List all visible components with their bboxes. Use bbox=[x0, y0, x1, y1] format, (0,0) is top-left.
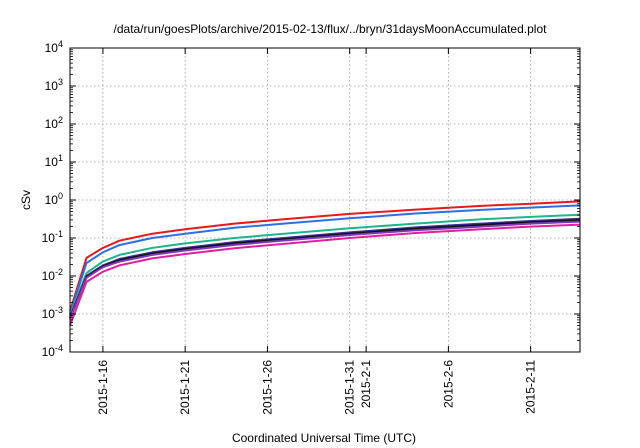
x-tick-label: 2015-1-16 bbox=[96, 360, 110, 415]
series-line-4 bbox=[69, 217, 581, 319]
x-tick-label: 2015-2-1 bbox=[359, 360, 373, 408]
y-axis-title: cSv bbox=[19, 190, 33, 210]
series-line-7 bbox=[69, 223, 581, 326]
y-tick-label: 101 bbox=[45, 153, 63, 169]
x-tick-label: 2015-1-31 bbox=[343, 360, 357, 415]
series-line-3 bbox=[69, 213, 581, 317]
series-group bbox=[69, 200, 581, 326]
y-tick-label: 104 bbox=[45, 39, 63, 55]
y-tick-label: 102 bbox=[45, 115, 63, 131]
x-tick-label: 2015-1-26 bbox=[260, 360, 274, 415]
x-tick-label: 2015-2-11 bbox=[524, 360, 538, 414]
x-axis-title: Coordinated Universal Time (UTC) bbox=[232, 431, 416, 445]
x-axis: 2015-1-16 2015-1-21 2015-1-26 2015-1-31 2015… bbox=[96, 48, 538, 415]
y-tick-label: 10-3 bbox=[42, 305, 63, 321]
y-tick-label: 10-4 bbox=[42, 343, 63, 359]
series-line-6 bbox=[69, 220, 581, 320]
y-tick-label: 10-2 bbox=[42, 267, 63, 283]
y-tick-label: 10-1 bbox=[42, 229, 63, 245]
chart-title: /data/run/goesPlots/archive/2015-02-13/f… bbox=[114, 22, 548, 36]
x-tick-label: 2015-2-6 bbox=[441, 360, 455, 408]
y-tick-label: 100 bbox=[45, 191, 63, 207]
grid bbox=[70, 48, 580, 352]
series-line-1 bbox=[69, 200, 581, 312]
series-line-2 bbox=[69, 204, 581, 315]
x-tick-label: 2015-1-21 bbox=[178, 360, 192, 415]
y-axis: 10-4 10-3 10-2 10-1 100 101 102 103 104 bbox=[42, 39, 580, 359]
y-tick-label: 103 bbox=[45, 77, 63, 93]
